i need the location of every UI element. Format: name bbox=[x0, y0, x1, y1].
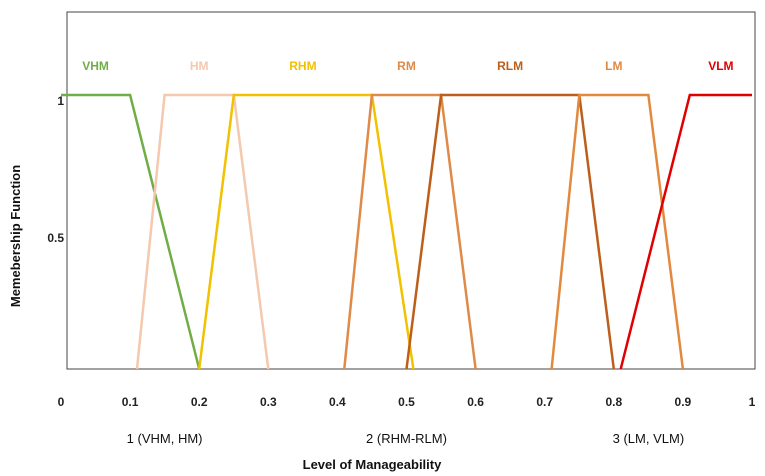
x-tick-label: 0 bbox=[58, 395, 65, 409]
group-labels: 1 (VHM, HM) 2 (RHM-RLM) 3 (LM, VLM) bbox=[127, 431, 684, 446]
series-label-vhm: VHM bbox=[82, 59, 109, 73]
series-label-lm: LM bbox=[605, 59, 622, 73]
manageability-group-label: 2 (RHM-RLM) bbox=[366, 431, 447, 446]
x-tick-label: 0.5 bbox=[398, 395, 415, 409]
series-line-rhm bbox=[197, 93, 415, 370]
series-line-rlm bbox=[405, 93, 616, 370]
series-line-rm bbox=[343, 93, 477, 370]
y-tick-labels: 0.51 bbox=[47, 94, 64, 245]
x-tick-label: 0.4 bbox=[329, 395, 346, 409]
series-line-hm bbox=[135, 93, 270, 370]
series-layer bbox=[61, 93, 752, 370]
series-label-hm: HM bbox=[190, 59, 209, 73]
plot-area-frame bbox=[66, 11, 756, 370]
series-line-vhm bbox=[61, 93, 201, 370]
x-axis-title: Level of Manageability bbox=[303, 457, 442, 472]
x-tick-labels: 0 0.1 0.2 0.3 0.4 0.5 0.6 0.7 0.8 0.9 1 bbox=[58, 395, 756, 409]
x-tick-label: 0.3 bbox=[260, 395, 277, 409]
series-label-rm: RM bbox=[397, 59, 416, 73]
x-tick-label: 1 bbox=[749, 395, 756, 409]
x-tick-label: 0.6 bbox=[467, 395, 484, 409]
x-tick-label: 0.7 bbox=[536, 395, 553, 409]
x-tick-label: 0.2 bbox=[191, 395, 208, 409]
series-label-rlm: RLM bbox=[497, 59, 523, 73]
series-label-vlm: VLM bbox=[708, 59, 733, 73]
series-line-lm bbox=[550, 93, 685, 370]
x-tick-label: 0.8 bbox=[605, 395, 622, 409]
x-tick-label: 0.9 bbox=[675, 395, 692, 409]
manageability-group-label: 1 (VHM, HM) bbox=[127, 431, 203, 446]
y-tick-label: 0.5 bbox=[47, 231, 64, 245]
series-label-rhm: RHM bbox=[289, 59, 316, 73]
series-label-layer: VHM HM RHM RM RLM LM VLM bbox=[82, 59, 733, 73]
x-tick-label: 0.1 bbox=[122, 395, 139, 409]
y-axis-title: Memebership Function bbox=[8, 165, 23, 307]
series-line-vlm bbox=[619, 93, 752, 370]
manageability-group-label: 3 (LM, VLM) bbox=[613, 431, 685, 446]
y-tick-label: 1 bbox=[57, 94, 64, 108]
